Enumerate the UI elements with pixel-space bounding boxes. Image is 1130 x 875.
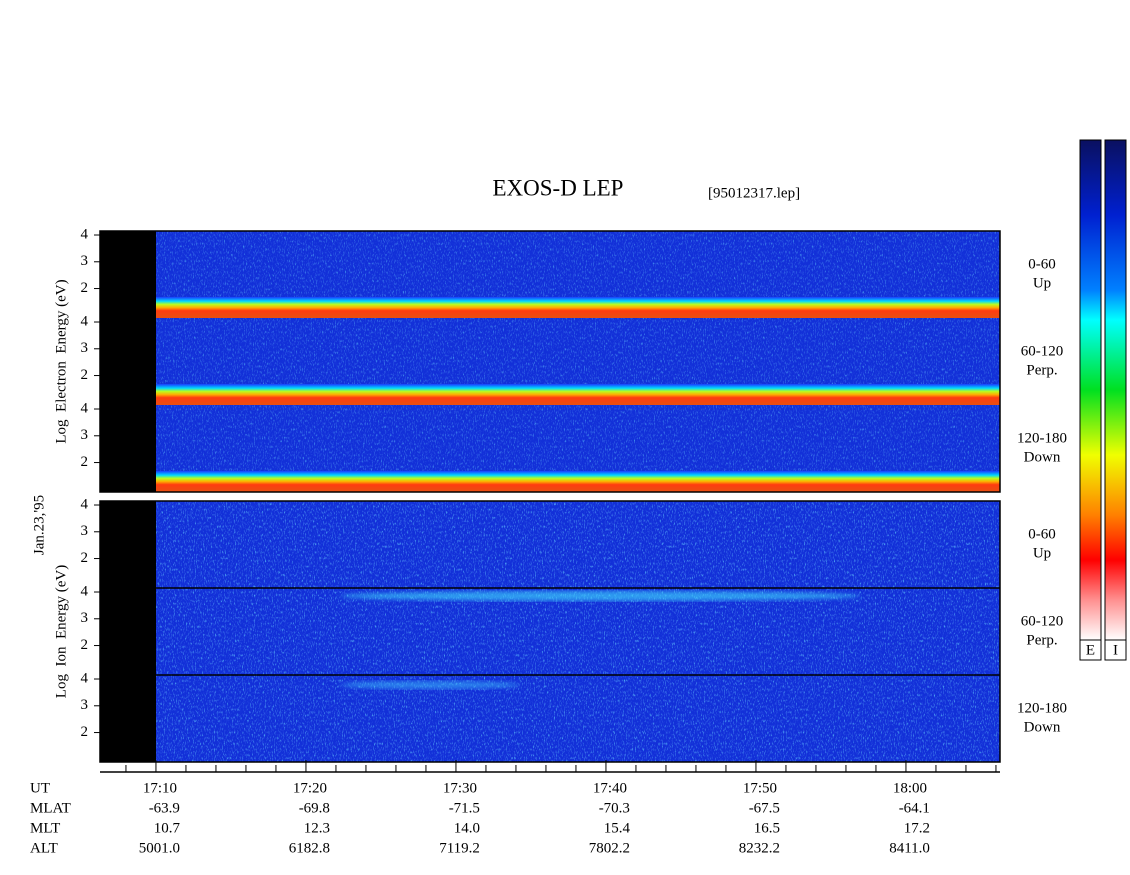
data-gap: [100, 501, 156, 762]
electron-band: [156, 384, 1000, 405]
subpanel-label: Up: [1033, 275, 1051, 291]
y-tick-label: 4: [81, 670, 89, 686]
electron-band: [156, 471, 1000, 492]
colorbar: [1079, 139, 1102, 641]
date-label: Jan.23,'95: [31, 495, 47, 555]
panel-frame: [99, 500, 1001, 763]
x-tick-label: 17:10: [143, 780, 177, 796]
x-tick-label: 17:50: [743, 780, 777, 796]
y-tick-label: 2: [81, 280, 89, 296]
subpanel-label: Up: [1033, 545, 1051, 561]
row-value: -70.3: [599, 800, 630, 816]
subpanel-label: Down: [1024, 449, 1061, 465]
y-tick-label: 4: [81, 583, 89, 599]
row-value: 6182.8: [289, 840, 330, 856]
row-value: 8411.0: [889, 840, 930, 856]
row-value: 10.7: [154, 820, 181, 836]
electron-band: [156, 297, 1000, 318]
y-tick-label: 4: [81, 313, 89, 329]
subpanel-label: 0-60: [1028, 256, 1056, 272]
ion-feature: [340, 681, 520, 689]
y-tick-label: 3: [81, 610, 89, 626]
y-tick-label: 4: [81, 226, 89, 242]
row-label: MLAT: [30, 800, 71, 816]
row-value: -64.1: [899, 800, 930, 816]
subpanel-label: Down: [1024, 719, 1061, 735]
row-value: -71.5: [449, 800, 480, 816]
x-tick-label: 17:40: [593, 780, 627, 796]
y-tick-label: 2: [81, 637, 89, 653]
chart-title: EXOS-D LEP: [493, 175, 624, 200]
x-tick-label: 18:00: [893, 780, 927, 796]
subpanel-label: 120-180: [1017, 700, 1067, 716]
row-label: ALT: [30, 840, 58, 856]
subpanel-label: Perp.: [1026, 362, 1057, 378]
file-label: [95012317.lep]: [708, 185, 800, 201]
row-value: -67.5: [749, 800, 780, 816]
y-tick-label: 3: [81, 340, 89, 356]
y-axis-label: Log Ion Energy (eV): [53, 565, 69, 698]
row-value: -63.9: [149, 800, 180, 816]
x-tick-label: 17:30: [443, 780, 477, 796]
row-value: 16.5: [754, 820, 780, 836]
colorbar-label-box: [1104, 639, 1127, 661]
x-tick-label: 17:20: [293, 780, 327, 796]
row-value: 7802.2: [589, 840, 630, 856]
row-value: 8232.2: [739, 840, 780, 856]
row-value: 7119.2: [439, 840, 480, 856]
colorbar-label-box: [1079, 639, 1102, 661]
row-label: MLT: [30, 820, 60, 836]
row-label: UT: [30, 780, 50, 796]
y-tick-label: 2: [81, 367, 89, 383]
panel-noise: [156, 231, 1000, 492]
data-gap: [100, 231, 156, 492]
subpanel-label: 0-60: [1028, 526, 1056, 542]
y-tick-label: 2: [81, 550, 89, 566]
y-tick-label: 2: [81, 454, 89, 470]
panel-noise: [156, 501, 1000, 762]
y-tick-label: 3: [81, 697, 89, 713]
y-tick-label: 3: [81, 523, 89, 539]
row-value: 5001.0: [139, 840, 180, 856]
y-tick-label: 4: [81, 496, 89, 512]
subpanel-label: Perp.: [1026, 632, 1057, 648]
subpanel-label: 60-120: [1021, 613, 1064, 629]
y-tick-label: 3: [81, 427, 89, 443]
colorbar-label: I: [1113, 642, 1118, 658]
ion-feature: [340, 591, 860, 601]
y-axis-label: Log Electron Energy (eV): [53, 279, 69, 443]
subpanel-label: 120-180: [1017, 430, 1067, 446]
row-value: 15.4: [604, 820, 631, 836]
y-tick-label: 2: [81, 724, 89, 740]
subpanel-label: 60-120: [1021, 343, 1064, 359]
row-value: 17.2: [904, 820, 930, 836]
y-tick-label: 3: [81, 253, 89, 269]
y-tick-label: 4: [81, 400, 89, 416]
colorbar-label: E: [1086, 642, 1095, 658]
row-value: 12.3: [304, 820, 330, 836]
row-value: 14.0: [454, 820, 480, 836]
row-value: -69.8: [299, 800, 330, 816]
colorbar: [1104, 139, 1127, 641]
panel-frame: [99, 230, 1001, 493]
